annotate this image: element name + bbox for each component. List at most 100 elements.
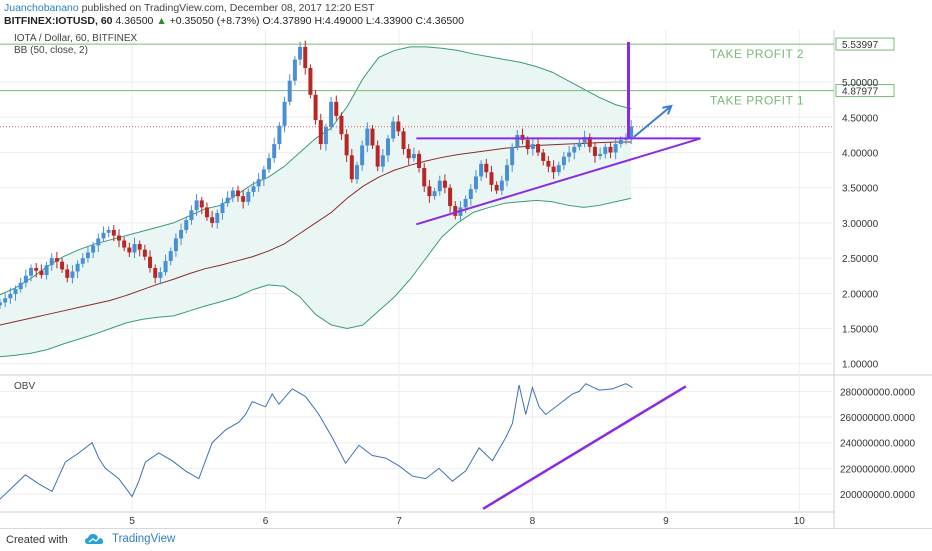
candle-body — [479, 163, 484, 177]
candle-body — [422, 168, 427, 187]
published-text: published on TradingView.com, December 0… — [81, 2, 375, 14]
candle-body — [629, 126, 634, 139]
candle-body — [499, 180, 504, 191]
price-tick-label: 3.50000 — [842, 184, 879, 195]
take-profit-label: TAKE PROFIT 1 — [710, 94, 804, 108]
candle-body — [116, 235, 121, 241]
candle-body — [96, 238, 101, 246]
candle-body — [386, 138, 391, 156]
candle-body — [298, 46, 303, 60]
candle-body — [505, 165, 510, 181]
created-with-text: Created with — [6, 534, 68, 546]
take-profit-label: TAKE PROFIT 2 — [710, 47, 804, 61]
obv-tick-label: 220000000.0000 — [840, 464, 916, 475]
candle-body — [204, 207, 209, 218]
take-profit-price-tag — [835, 84, 895, 98]
tradingview-logo[interactable]: TradingView — [84, 532, 224, 548]
candle-body — [246, 191, 251, 202]
candle-body — [489, 172, 494, 185]
candle-body — [349, 155, 354, 180]
candle-body — [241, 196, 246, 202]
candle-body — [546, 160, 551, 167]
candle-body — [406, 148, 411, 159]
candle-body — [65, 269, 70, 278]
candle-body — [256, 179, 261, 187]
last-price: 4.36500 — [115, 15, 154, 27]
candle-body — [235, 190, 240, 197]
candle-body — [318, 120, 323, 145]
candle-body — [184, 220, 189, 230]
candle-body — [442, 180, 447, 188]
time-tick-label: 5 — [129, 516, 135, 527]
candle-body — [189, 210, 194, 221]
obv-legend: OBV — [14, 381, 35, 392]
candle-body — [292, 59, 297, 81]
candle-body — [551, 166, 556, 173]
candle-body — [272, 144, 277, 159]
candle-body — [267, 158, 272, 170]
candle-body — [598, 153, 603, 157]
candle-body — [530, 144, 535, 149]
candle-body — [75, 263, 80, 272]
candle-body — [80, 258, 85, 264]
bb-lower-line — [0, 197, 632, 358]
obv-tick-label: 240000000.0000 — [840, 439, 916, 450]
candle-body — [70, 271, 75, 278]
time-tick-label: 10 — [794, 516, 806, 527]
candle-body — [561, 156, 566, 166]
candle-body — [417, 153, 422, 168]
symbol-label: BITFINEX:IOTUSD, 60 — [4, 15, 113, 27]
candle-body — [448, 187, 453, 207]
candle-body — [132, 244, 137, 253]
candle-body — [60, 261, 65, 270]
candle-body — [158, 272, 163, 278]
candle-body — [334, 101, 339, 116]
candle-body — [163, 260, 168, 273]
ohlc-high: H:4.49000 — [314, 15, 363, 27]
candle-body — [39, 270, 44, 276]
price-tick-label: 1.50000 — [842, 325, 879, 336]
candle-body — [44, 265, 49, 276]
candle-body — [23, 275, 28, 283]
candle-body — [401, 131, 406, 149]
candle-body — [29, 267, 34, 276]
breakout-arrow-line — [633, 105, 672, 138]
candle-body — [199, 200, 204, 208]
take-profit-price-label: 5.53997 — [842, 40, 879, 51]
candle-body — [282, 101, 287, 126]
chart-canvas[interactable]: TAKE PROFIT 2 5.53997 TAKE PROFIT 1 4.87977… — [0, 0, 932, 528]
candle-body — [587, 137, 592, 147]
obv-tick-label: 200000000.0000 — [840, 490, 916, 501]
candle-body — [49, 258, 54, 266]
candle-body — [277, 125, 282, 145]
candle-body — [251, 186, 256, 192]
candle-body — [411, 153, 416, 159]
candle-body — [3, 298, 8, 303]
candle-body — [111, 229, 116, 236]
candle-body — [308, 68, 313, 95]
candle-body — [396, 121, 401, 132]
bb-fill — [0, 46, 632, 357]
author-link[interactable]: Juanchobanano — [4, 2, 79, 14]
candle-body — [437, 180, 442, 192]
candle-body — [137, 244, 142, 250]
candle-body — [153, 267, 158, 278]
price-legend: IOTA / Dollar, 60, BITFINEX — [14, 33, 138, 44]
candle-body — [380, 155, 385, 167]
candle-body — [365, 128, 370, 146]
price-tick-label: 4.00000 — [842, 149, 879, 160]
candle-body — [168, 251, 173, 261]
candle-body — [148, 256, 153, 268]
candle-body — [592, 146, 597, 157]
candle-body — [391, 121, 396, 139]
candle-body — [432, 191, 437, 197]
candle-body — [142, 249, 147, 257]
candle-body — [608, 146, 613, 153]
take-profit-price-tag — [835, 37, 895, 51]
candle-body — [427, 186, 432, 197]
candle-body — [54, 258, 59, 262]
candle-body — [339, 115, 344, 135]
footer: Created with TradingView — [0, 528, 932, 551]
candle-body — [85, 252, 90, 259]
candle-body — [303, 46, 308, 69]
